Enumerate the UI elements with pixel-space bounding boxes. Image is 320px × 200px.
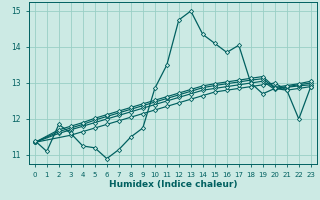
X-axis label: Humidex (Indice chaleur): Humidex (Indice chaleur) [108,180,237,189]
